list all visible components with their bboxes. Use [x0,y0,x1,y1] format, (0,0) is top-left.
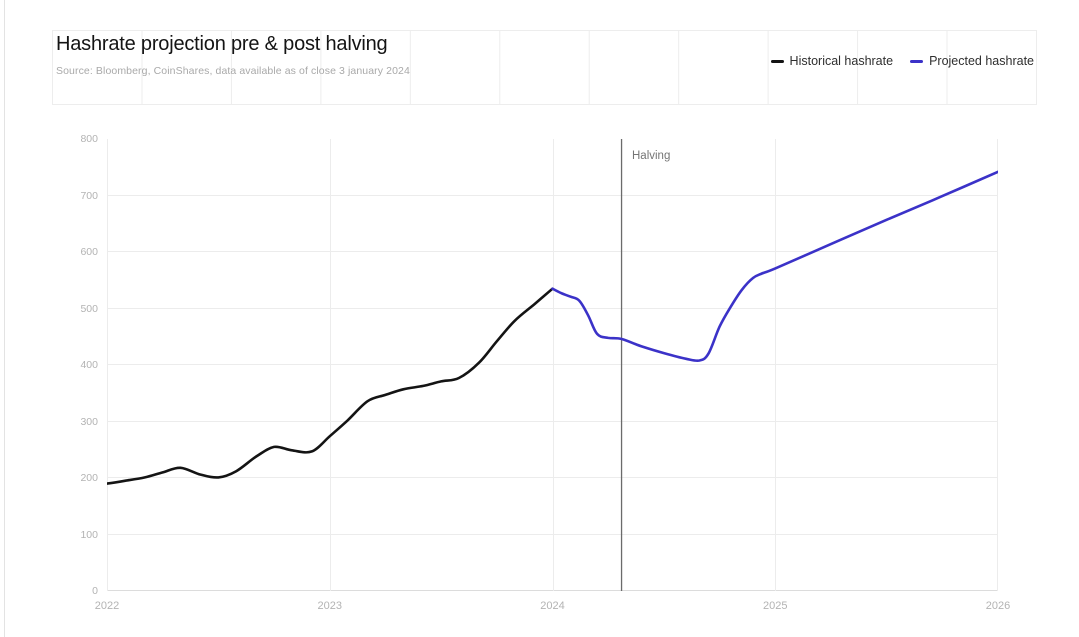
header-grid [52,30,1037,105]
legend-label-historical: Historical hashrate [789,54,894,68]
y-tick-label: 300 [80,415,98,428]
x-axis: 2022 2023 2024 2025 2026 [95,599,1010,615]
y-tick-label: 400 [80,359,98,371]
legend-label-projected: Projected hashrate [929,54,1034,68]
y-tick-label: 500 [80,302,98,315]
legend: Historical hashrate Projected hashrate [770,54,1034,68]
x-tick-label: 2023 [317,600,342,612]
halving-annotation-label: Halving [632,150,671,162]
chart-header: Hashrate projection pre & post halving S… [52,30,1037,105]
plot-area [107,139,998,591]
y-tick-label: 200 [80,472,98,484]
y-tick-label: 800 [80,133,98,145]
legend-item-projected[interactable]: Projected hashrate [910,54,1034,68]
chart-title: Hashrate projection pre & post halving [56,33,388,55]
y-axis: 0 100 200 300 400 500 600 700 800 [38,133,98,597]
x-tick-label: 2024 [540,600,565,612]
x-tick-label: 2026 [985,600,1011,612]
y-tick-label: 100 [80,528,98,541]
historical-series-line [107,287,554,485]
y-tick-label: 600 [80,246,98,258]
x-tick-label: 2022 [94,600,120,612]
projected-line-swatch [910,59,924,63]
legend-item-historical[interactable]: Historical hashrate [770,54,894,68]
chart-source: Source: Bloomberg, CoinShares, data avai… [56,65,410,77]
y-tick-label: 0 [92,585,98,597]
page-edge-line [4,0,5,637]
projected-series-line [551,170,998,363]
y-tick-label: 700 [80,189,98,202]
historical-line-swatch [770,59,784,63]
x-tick-label: 2025 [763,600,788,612]
